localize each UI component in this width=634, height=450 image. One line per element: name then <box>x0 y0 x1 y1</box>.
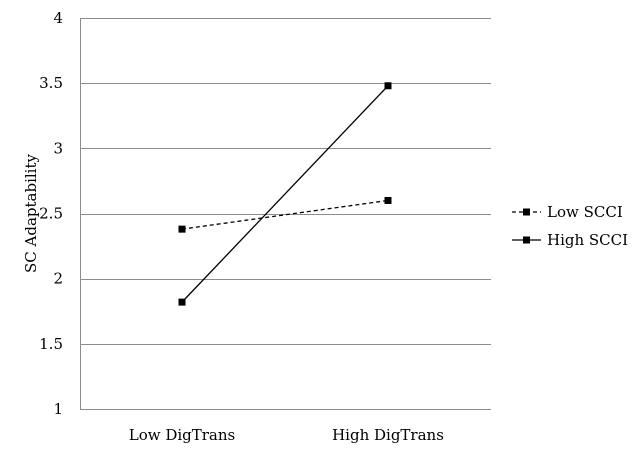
legend-item: High SCCI <box>512 231 628 249</box>
y-tick-label: 2 <box>53 270 63 288</box>
y-tick-label: 2.5 <box>39 205 63 223</box>
y-axis-title: SC Adaptability <box>22 153 40 272</box>
data-point <box>178 298 186 306</box>
legend-label: High SCCI <box>547 231 628 249</box>
legend-label: Low SCCI <box>547 203 623 221</box>
series-high-scci <box>178 82 392 306</box>
legend-item: Low SCCI <box>512 203 623 221</box>
y-tick-label: 4 <box>53 9 63 27</box>
x-tick-label: Low DigTrans <box>129 426 236 444</box>
series-group <box>178 82 392 306</box>
series-low-scci <box>178 196 392 233</box>
x-tick-label: High DigTrans <box>332 426 444 444</box>
data-point <box>178 225 186 233</box>
grid-lines <box>80 18 491 410</box>
legend-marker <box>523 208 530 216</box>
data-point <box>384 196 392 204</box>
data-point <box>384 82 392 90</box>
series-line <box>181 85 389 303</box>
legend: Low SCCI High SCCI <box>512 203 628 249</box>
y-tick-label: 3.5 <box>39 74 63 92</box>
y-tick-labels: 1 1.5 2 2.5 3 3.5 4 <box>39 9 63 418</box>
y-tick-label: 1 <box>53 400 63 418</box>
legend-marker <box>523 236 530 244</box>
y-tick-label: 1.5 <box>39 335 63 353</box>
x-tick-labels: Low DigTrans High DigTrans <box>129 426 444 444</box>
y-tick-label: 3 <box>53 139 63 157</box>
